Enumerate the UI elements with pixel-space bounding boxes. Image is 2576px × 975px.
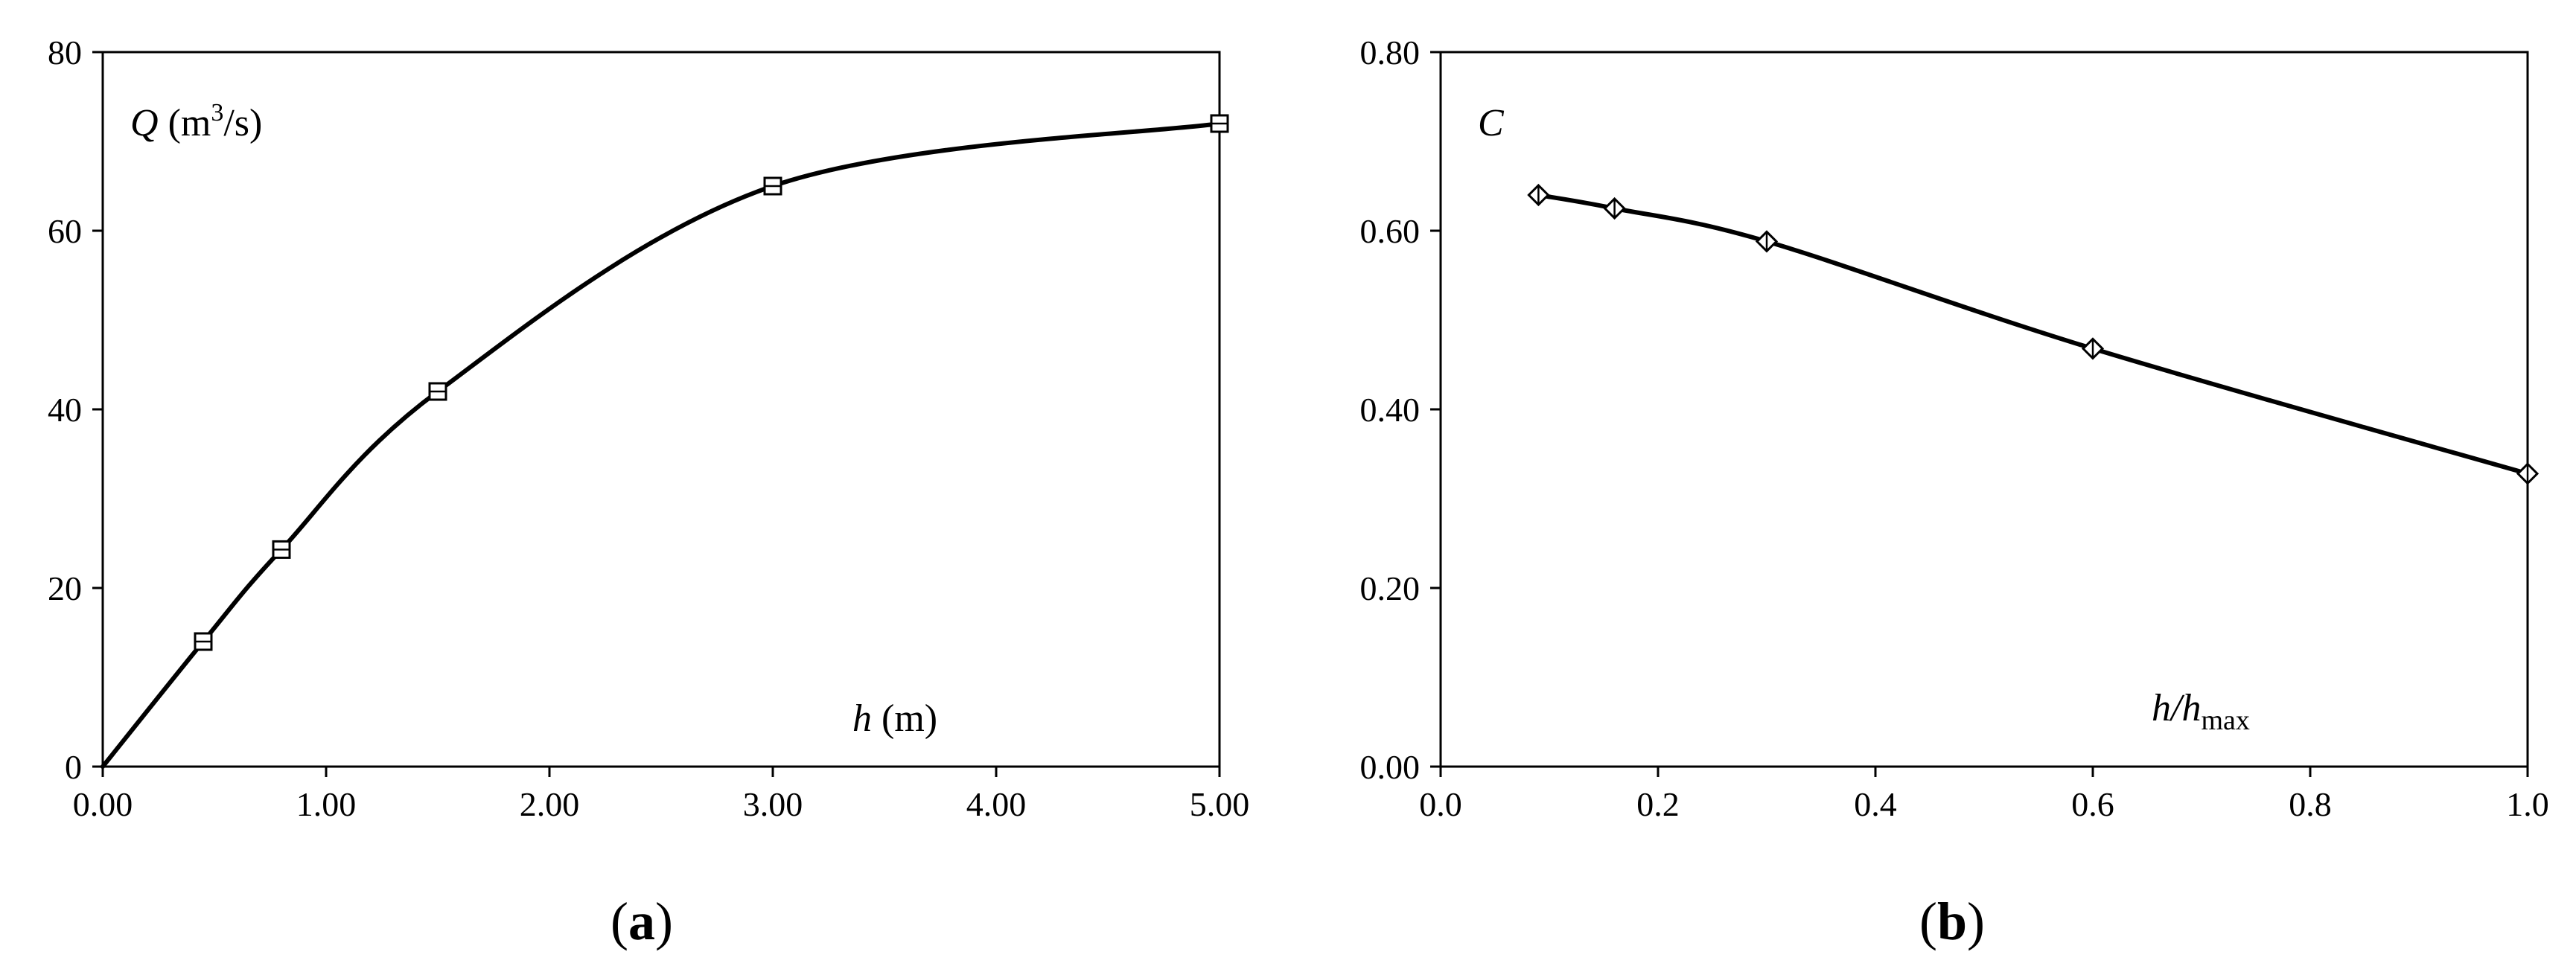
y-tick-label-a-2: 40 [48, 391, 82, 429]
x-label-unit-a: (m) [872, 697, 937, 740]
y-tick-marks-a [92, 51, 103, 768]
y-tick-label-a-3: 60 [48, 212, 82, 250]
y-tick-label-a-1: 20 [48, 569, 82, 607]
y-tick-label-b-4: 0.80 [1360, 33, 1421, 71]
plot-frame-a [101, 51, 1221, 768]
data-point-a-5 [1210, 114, 1229, 133]
y-label-unit-post-a: /s) [223, 102, 262, 144]
y-label-unit-pre-a: (m [159, 102, 211, 144]
y-tick-label-b-1: 0.20 [1360, 569, 1421, 607]
data-point-a-2 [272, 540, 291, 559]
x-label-var-a: h [852, 697, 872, 740]
y-tick-label-b-0: 0.00 [1360, 748, 1421, 786]
series-line-a [101, 121, 1222, 769]
y-tick-marks-b [1430, 51, 1441, 768]
data-point-a-4 [763, 176, 782, 196]
x-tick-label-a-3: 3.00 [743, 785, 803, 823]
series-markers-a [194, 114, 1229, 651]
y-tick-label-b-2: 0.40 [1360, 391, 1421, 429]
x-tick-label-b-4: 0.8 [2289, 785, 2332, 823]
y-label-unit-sup-a: 3 [211, 99, 223, 127]
x-tick-label-a-5: 5.00 [1190, 785, 1250, 823]
y-tick-label-a-4: 80 [48, 33, 82, 71]
data-point-b-1 [1603, 196, 1626, 220]
plot-frame-b [1439, 51, 2529, 768]
y-label-var-a: Q [130, 102, 159, 144]
data-point-a-3 [428, 382, 447, 401]
x-tick-label-a-4: 4.00 [966, 785, 1027, 823]
data-point-b-3 [2081, 337, 2105, 360]
x-tick-label-b-5: 1.0 [2506, 785, 2549, 823]
chart-panel-a: 0.00 1.00 2.00 3.00 4.00 5.00 0 20 40 60 80 Q (m3… [48, 33, 1249, 951]
series-line-b [1536, 193, 2530, 476]
data-point-b-2 [1755, 230, 1779, 253]
y-tick-label-b-3: 0.60 [1360, 212, 1421, 250]
y-tick-labels-b: 0.00 0.20 0.40 0.60 0.80 [1360, 33, 1421, 786]
series-markers-b [1527, 183, 2540, 485]
x-tick-marks-a [101, 767, 1221, 777]
x-tick-marks-b [1439, 767, 2529, 777]
x-label-var-b: h/h [2152, 687, 2201, 729]
data-point-a-1 [194, 632, 213, 651]
y-tick-labels-a: 0 20 40 60 80 [48, 33, 82, 786]
panel-caption-a: (a) [610, 892, 673, 951]
x-axis-label-b: h/hmax [2152, 687, 2250, 736]
x-tick-labels-b: 0.0 0.2 0.4 0.6 0.8 1.0 [1419, 785, 2549, 823]
y-axis-label-a: Q (m3/s) [130, 99, 262, 144]
x-tick-label-a-1: 1.00 [296, 785, 357, 823]
x-tick-label-b-0: 0.0 [1419, 785, 1462, 823]
panel-caption-b: (b) [1919, 892, 1985, 951]
data-point-b-0 [1527, 183, 1550, 207]
x-axis-label-a: h (m) [852, 697, 937, 740]
chart-panel-b: 0.0 0.2 0.4 0.6 0.8 1.0 0.000.200.400.600.80 … [1360, 33, 2549, 951]
x-tick-label-b-1: 0.2 [1636, 785, 1680, 823]
x-tick-label-b-2: 0.4 [1854, 785, 1897, 823]
y-tick-label-a-0: 0 [65, 748, 82, 786]
x-tick-label-b-3: 0.6 [2071, 785, 2114, 823]
data-point-b-4 [2516, 462, 2540, 485]
x-tick-labels-a: 0.00 1.00 2.00 3.00 4.00 5.00 [73, 785, 1250, 823]
x-tick-label-a-2: 2.00 [520, 785, 580, 823]
x-label-sub-b: max [2201, 705, 2249, 736]
x-tick-label-a-0: 0.00 [73, 785, 133, 823]
y-axis-label-b: C [1478, 102, 1505, 144]
